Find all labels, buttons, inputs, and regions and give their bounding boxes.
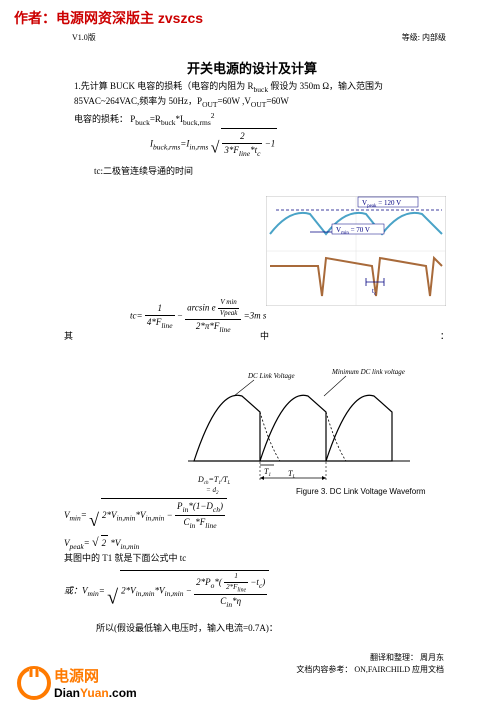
formula-ibuck: Ibuck,rms=Iin,rms √ 2 3*Fline*tc −1	[150, 128, 277, 160]
colon: ：	[440, 330, 449, 343]
dc-link-figure: DC Link Voltage Minimum DC link voltage …	[184, 366, 444, 496]
oscilloscope-figure: Vpeak = 120 V Vmin = 70 V tc	[266, 196, 446, 306]
svg-text:Minimum DC link voltage: Minimum DC link voltage	[331, 368, 405, 376]
tail-note: 所以(假设最低输入电压时，输入电流=0.7A)：	[96, 622, 278, 635]
svg-text:T1: T1	[264, 467, 271, 478]
page-title: 开关电源的设计及计算	[0, 58, 504, 77]
formula-vpeak: Vpeak= √2 *Vin,min	[64, 534, 139, 552]
formula-vmin: Vmin= √ 2*Vin,min*Vin,min − Pin*(1−Dch) …	[64, 498, 227, 533]
footer-translator: 翻译和整理： 周月东	[370, 652, 444, 663]
svg-text:Dch=T1/TL: Dch=T1/TL	[197, 475, 231, 486]
version: V1.0版	[72, 32, 96, 43]
dianyuan-logo: 电源网 DianYuan.com	[16, 663, 146, 703]
svg-text:DianYuan.com: DianYuan.com	[54, 686, 137, 700]
tc-label: tc:二极管连续导通的时间	[94, 165, 193, 178]
svg-text:电源网: 电源网	[54, 667, 99, 685]
svg-text:= d2: = d2	[206, 486, 219, 496]
author-line: 作者：电源网资深版主 zvszcs	[14, 8, 203, 28]
formula-tc: tc= 1 4*Fline − arcsin e V min Vpeak 2*π…	[130, 298, 266, 335]
t1-note: 其图中的 T1 就是下面公式中 tc	[64, 552, 186, 565]
formula-vmin-alt: 或：Vmin= √ 2*Vin,min*Vin,min − 2*Po*( 1 2…	[64, 570, 269, 611]
footer-ref: 文档内容参考： ON,FAIRCHILD 应用文档	[296, 664, 444, 675]
svg-text:Figure 3. DC Link Voltage Wave: Figure 3. DC Link Voltage Waveform	[296, 487, 426, 496]
zhong: 中	[260, 330, 269, 343]
svg-text:DC Link Voltage: DC Link Voltage	[247, 372, 295, 380]
para1: 1.先计算 BUCK 电容的损耗（电容的内阻为 Rbuck 假设为 350m Ω…	[74, 80, 464, 128]
level: 等级: 内部级	[402, 32, 446, 43]
qi: 其	[64, 330, 73, 343]
